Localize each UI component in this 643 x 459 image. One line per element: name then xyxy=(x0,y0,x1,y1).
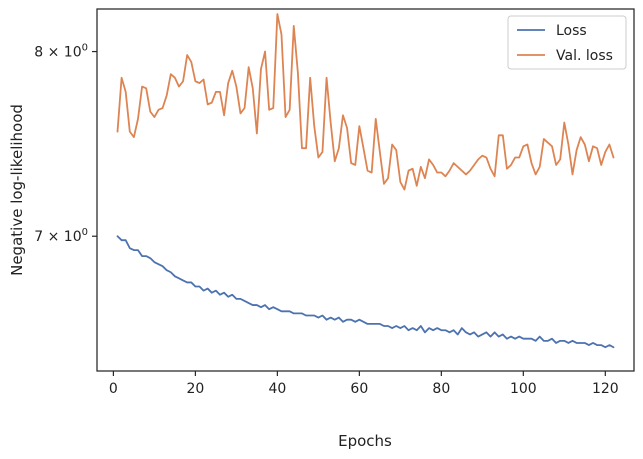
x-tick-label: 0 xyxy=(109,381,118,397)
y-axis-ticks: 7 × 100 8 × 100 xyxy=(34,43,97,245)
y-tick-label: 8 × 100 xyxy=(34,43,88,61)
legend-label-loss: Loss xyxy=(556,23,587,39)
x-tick-label: 120 xyxy=(592,381,619,397)
x-tick-label: 20 xyxy=(186,381,204,397)
plot-frame xyxy=(96,8,635,372)
x-tick-label: 80 xyxy=(432,381,450,397)
legend-label-val-loss: Val. loss xyxy=(556,48,613,64)
x-axis-label: Epochs xyxy=(338,432,392,450)
legend: Loss Val. loss xyxy=(507,15,627,70)
x-axis-ticks: 0 20 40 60 80 100 120 xyxy=(109,371,619,397)
series-layer xyxy=(116,13,615,349)
series-line-loss xyxy=(116,235,615,349)
series-line-val-loss xyxy=(116,13,615,191)
x-tick-label: 100 xyxy=(510,381,537,397)
y-tick-label: 7 × 100 xyxy=(34,227,88,245)
y-axis-label: Negative log-likelihood xyxy=(8,104,26,276)
x-tick-label: 40 xyxy=(268,381,286,397)
x-tick-label: 60 xyxy=(350,381,368,397)
